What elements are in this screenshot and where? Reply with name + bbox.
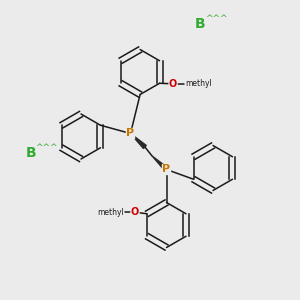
Text: P: P bbox=[162, 164, 171, 175]
Text: ^^^: ^^^ bbox=[35, 143, 58, 152]
Text: methyl: methyl bbox=[97, 208, 124, 217]
Polygon shape bbox=[130, 134, 146, 148]
Text: P: P bbox=[126, 128, 135, 139]
Text: O: O bbox=[169, 79, 177, 89]
Polygon shape bbox=[152, 156, 168, 171]
Text: B: B bbox=[26, 146, 36, 160]
Text: B: B bbox=[195, 17, 206, 31]
Text: ^^^: ^^^ bbox=[205, 14, 227, 23]
Text: methyl: methyl bbox=[185, 80, 212, 88]
Text: O: O bbox=[131, 207, 139, 217]
